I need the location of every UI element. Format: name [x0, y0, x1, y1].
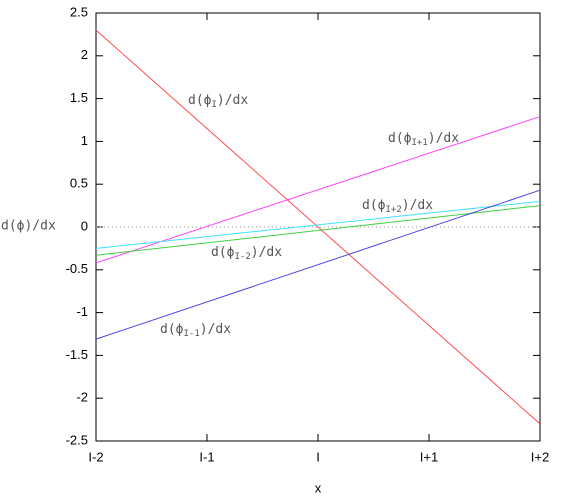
- y-tick-label: 0: [81, 218, 88, 233]
- series-line: [95, 205, 541, 256]
- y-tick-label: -1: [76, 304, 88, 319]
- label-subscript: I-2: [234, 252, 250, 262]
- x-tick-label: I+1: [420, 449, 438, 464]
- label-text: )/dx: [251, 245, 282, 260]
- series-line: [95, 200, 541, 249]
- label-text: d(ϕ: [188, 93, 212, 108]
- x-axis-label: x: [315, 480, 322, 495]
- label-text: )/dx: [428, 131, 459, 146]
- label-text: )/dx: [217, 93, 248, 108]
- label-subscript: I: [211, 100, 216, 110]
- y-tick-label: 1.5: [70, 90, 88, 105]
- x-tick-label: I-2: [88, 449, 103, 464]
- y-tick-label: -0.5: [66, 261, 88, 276]
- label-subscript: I+1: [411, 138, 427, 148]
- label-text: )/dx: [200, 322, 231, 337]
- y-tick-label: 1: [81, 133, 88, 148]
- series-label: d(ϕI-2)/dx: [211, 245, 282, 262]
- series-label: d(ϕI+2)/dx: [362, 198, 433, 215]
- label-text: d(ϕ: [160, 322, 184, 337]
- series-line: [95, 29, 541, 425]
- x-tick-label: I+2: [531, 449, 549, 464]
- y-tick-label: 0.5: [70, 176, 88, 191]
- series-label: d(ϕI-1)/dx: [160, 322, 231, 339]
- label-text: d(ϕ: [388, 131, 412, 146]
- y-tick-label: 2.5: [70, 4, 88, 19]
- y-tick-label: -1.5: [66, 347, 88, 362]
- y-tick-label: 2: [81, 47, 88, 62]
- series-line: [95, 116, 541, 264]
- y-axis-label: d(ϕ)/dx: [1, 219, 56, 234]
- label-text: )/dx: [402, 198, 433, 213]
- y-tick-label: -2.5: [66, 432, 88, 447]
- series-label: d(ϕI)/dx: [188, 93, 248, 110]
- x-tick-label: I: [316, 449, 320, 464]
- y-tick-label: -2: [76, 390, 88, 405]
- x-tick-label: I-1: [199, 449, 214, 464]
- label-subscript: I+2: [385, 205, 401, 215]
- label-text: d(ϕ: [211, 245, 235, 260]
- label-subscript: I-1: [183, 329, 199, 339]
- label-text: d(ϕ: [362, 198, 386, 213]
- series-line: [95, 189, 541, 340]
- series-label: d(ϕI+1)/dx: [388, 131, 459, 148]
